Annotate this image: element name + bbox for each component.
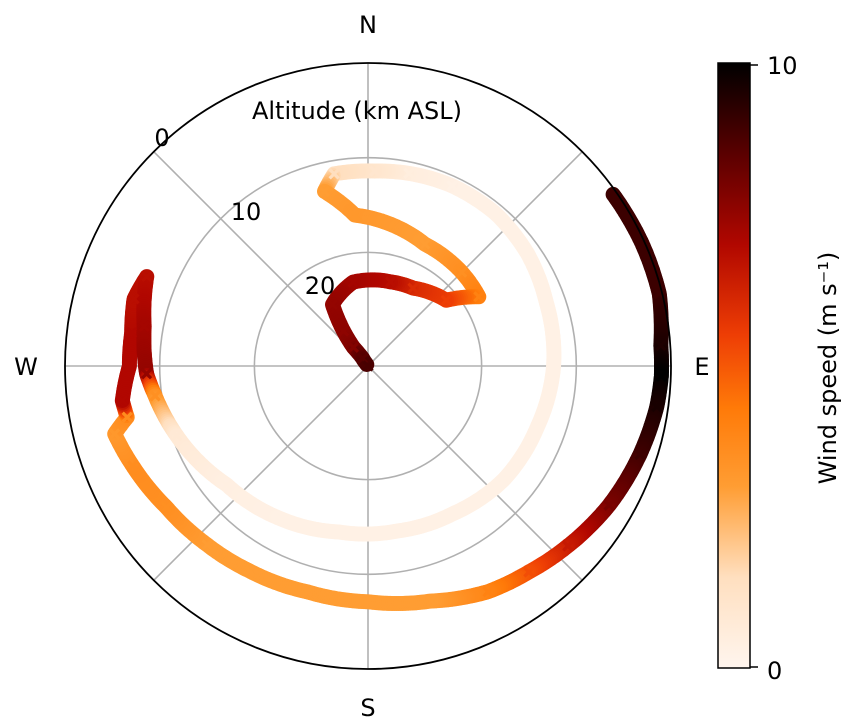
radial-tick-label: 10 (231, 198, 262, 226)
compass-label-north: N (359, 11, 377, 39)
data-point-marker (109, 428, 121, 440)
data-point-marker (522, 248, 534, 260)
data-point-marker (349, 209, 361, 221)
data-point-marker (473, 291, 485, 303)
data-point-marker (369, 165, 381, 177)
data-point-marker (141, 270, 153, 283)
compass-label-south: S (360, 694, 375, 720)
data-point-marker (318, 185, 331, 198)
colorbar-tick-label-max: 10 (767, 52, 798, 80)
data-point-marker (149, 390, 161, 402)
data-point-marker (425, 595, 437, 607)
data-point-marker (140, 368, 153, 380)
data-point-marker (447, 507, 459, 520)
data-point-marker (456, 266, 468, 278)
data-point-marker (490, 208, 502, 220)
grid-spoke (153, 151, 369, 367)
polar-frame (64, 62, 672, 670)
data-point-marker (362, 596, 374, 608)
wind-profile-trace (107, 163, 669, 611)
data-point-marker (326, 298, 339, 311)
data-point-marker (634, 448, 646, 460)
data-point-marker (362, 360, 374, 372)
data-point-marker (123, 360, 136, 372)
data-point-marker (523, 566, 535, 578)
compass-label-east: E (694, 353, 709, 381)
data-point-marker (301, 586, 314, 598)
grid-spoke (153, 365, 369, 581)
data-point-marker (391, 525, 403, 537)
data-point-marker (337, 325, 350, 337)
radial-axis-label: Altitude (km ASL) (252, 97, 462, 125)
data-point-marker (540, 295, 552, 307)
data-point-marker (328, 168, 340, 180)
data-point-marker (531, 421, 543, 434)
data-point-marker (121, 411, 133, 423)
data-point-marker (407, 282, 419, 294)
data-point-marker (440, 294, 452, 306)
data-point-marker (116, 394, 128, 407)
data-point-marker (138, 320, 150, 333)
data-point-marker (603, 499, 615, 511)
data-point-marker (160, 501, 172, 513)
data-point-marker (482, 586, 494, 598)
colorbar-label: Wind speed (m s⁻¹) (814, 252, 842, 485)
data-point-marker (220, 479, 233, 491)
data-point-marker (201, 539, 213, 551)
polar-grid (65, 63, 671, 669)
radial-tick-label: 0 (154, 124, 169, 152)
data-point-marker (128, 293, 140, 305)
data-point-marker (347, 341, 360, 353)
radial-tick-label: 20 (305, 272, 336, 300)
data-point-marker (655, 370, 667, 382)
data-point-marker (126, 327, 138, 339)
data-point-marker (446, 180, 458, 192)
grid-spoke (367, 151, 583, 367)
data-point-marker (403, 167, 415, 179)
colorbar-tick-label-min: 0 (767, 657, 782, 685)
data-point-marker (419, 238, 431, 250)
data-point-marker (171, 429, 183, 442)
compass-label-west: W (14, 353, 38, 381)
data-point-marker (384, 276, 397, 288)
data-point-marker (333, 526, 345, 538)
data-point-marker (347, 276, 359, 288)
data-point-marker (651, 400, 663, 413)
data-point-marker (274, 512, 286, 525)
data-point-marker (562, 540, 574, 552)
data-point-marker (127, 460, 139, 472)
colorbar (717, 62, 751, 669)
grid-spoke (367, 365, 583, 581)
data-point-marker (636, 238, 648, 250)
data-point-marker (356, 352, 369, 364)
data-point-marker (244, 565, 256, 577)
data-point-marker (498, 474, 510, 486)
data-point-marker (655, 339, 667, 352)
data-point-marker (547, 360, 560, 372)
